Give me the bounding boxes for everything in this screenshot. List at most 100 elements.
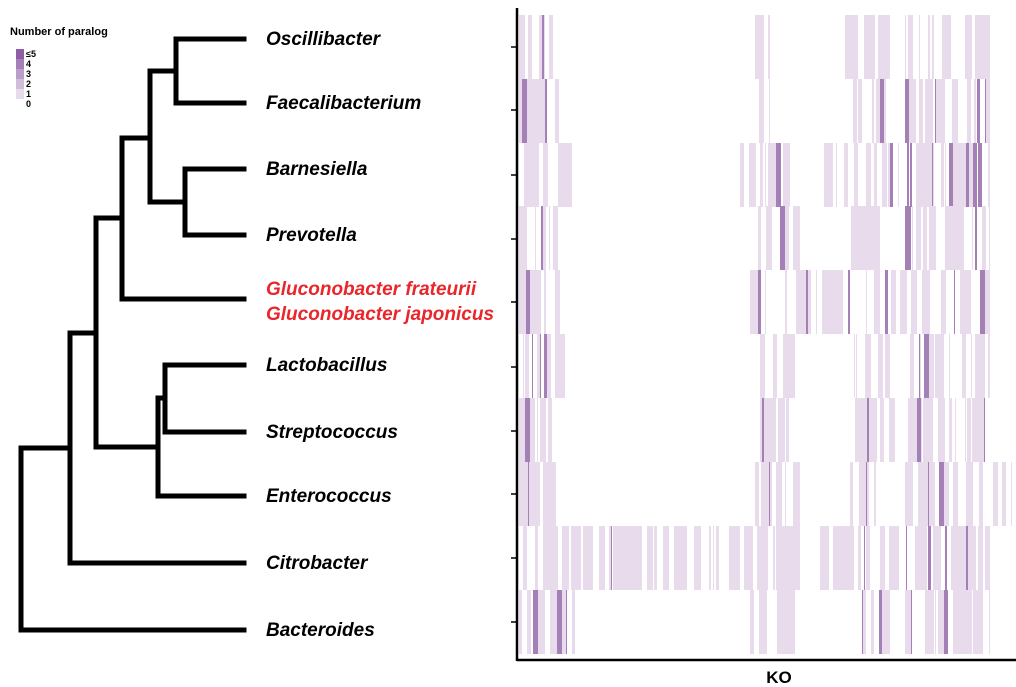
heatmap-cell: [988, 334, 989, 398]
heatmap-cell: [979, 398, 984, 462]
heatmap-cell: [928, 143, 932, 207]
heatmap-cell: [876, 79, 880, 143]
heatmap-cell: [755, 15, 760, 79]
heatmap-cell: [905, 15, 906, 79]
heatmap-cell: [965, 15, 969, 79]
heatmap-cell: [665, 526, 669, 590]
heatmap-cell: [858, 79, 862, 143]
heatmap-cell: [854, 334, 855, 398]
heatmap-x-label: KO: [766, 668, 792, 687]
heatmap-cell: [753, 270, 758, 334]
heatmap-cell: [858, 206, 862, 270]
heatmap-cell: [792, 526, 796, 590]
heatmap-cell: [530, 270, 535, 334]
heatmap-cell: [760, 143, 763, 207]
heatmap-cell: [910, 206, 911, 270]
heatmap-cell: [523, 526, 527, 590]
heatmap-cell: [989, 206, 990, 270]
heatmap-cell: [905, 462, 909, 526]
heatmap-cell: [538, 590, 541, 654]
heatmap-cell: [929, 206, 933, 270]
heatmap-cell: [960, 143, 961, 207]
heatmap-cell: [760, 398, 762, 462]
taxon-label-bacteroides: Bacteroides: [266, 620, 375, 641]
heatmap-cell: [869, 143, 871, 207]
heatmap-cell: [916, 143, 918, 207]
heatmap-cell: [746, 526, 747, 590]
legend-label-4: 4: [26, 59, 31, 69]
heatmap-cell: [944, 462, 945, 526]
heatmap-cell: [878, 206, 880, 270]
heatmap-cell: [519, 270, 523, 334]
heatmap-cell: [791, 590, 793, 654]
heatmap-cell: [828, 270, 830, 334]
heatmap-cell: [961, 143, 966, 207]
heatmap-cell: [956, 143, 957, 207]
heatmap-cell: [953, 79, 958, 143]
heatmap-cell: [871, 590, 874, 654]
heatmap-cell: [856, 334, 857, 398]
heatmap-cell: [543, 526, 548, 590]
heatmap-cell: [545, 79, 547, 143]
heatmap-cell: [699, 526, 701, 590]
heatmap-cell: [989, 334, 990, 398]
heatmap-cell: [578, 526, 581, 590]
heatmap-cell: [919, 79, 923, 143]
heatmap-cells: [519, 15, 1012, 654]
heatmap-cell: [609, 526, 611, 590]
heatmap-cell: [543, 15, 544, 79]
heatmap-cell: [828, 526, 829, 590]
heatmap-cell: [782, 590, 784, 654]
heatmap-cell: [537, 462, 540, 526]
heatmap-cell: [531, 398, 535, 462]
heatmap-cell: [524, 398, 525, 462]
heatmap-cell: [942, 15, 945, 79]
heatmap-cell: [905, 206, 910, 270]
heatmap-cell: [866, 15, 871, 79]
heatmap-cell: [949, 143, 953, 207]
heatmap-cell: [929, 462, 934, 526]
heatmap-cell: [750, 590, 754, 654]
heatmap-cell: [543, 462, 548, 526]
heatmap-cell: [716, 526, 717, 590]
heatmap-cell: [524, 143, 526, 207]
legend-swatch-4: [16, 59, 24, 69]
heatmap-cell: [548, 398, 549, 462]
heatmap-cell: [920, 334, 921, 398]
heatmap-cell: [765, 143, 766, 207]
heatmap-cell: [539, 15, 542, 79]
heatmap-cell: [850, 15, 853, 79]
heatmap-cell: [978, 143, 982, 207]
heatmap-cell: [562, 590, 563, 654]
heatmap-cell: [563, 143, 568, 207]
heatmap-cell: [519, 206, 521, 270]
heatmap-cell: [750, 270, 753, 334]
heatmap-cell: [979, 462, 983, 526]
heatmap-cell: [792, 334, 795, 398]
heatmap-cell: [945, 143, 946, 207]
heatmap-cell: [921, 398, 922, 462]
heatmap-cell: [975, 15, 980, 79]
heatmap-cell: [966, 462, 970, 526]
heatmap-cell: [553, 462, 556, 526]
heatmap-cell: [862, 398, 864, 462]
heatmap-cell: [663, 526, 665, 590]
heatmap-cell: [887, 590, 890, 654]
legend-swatch-3: [16, 69, 24, 79]
heatmap-cell: [537, 398, 538, 462]
heatmap-cell: [555, 334, 559, 398]
heatmap-cell: [878, 15, 880, 79]
heatmap-cell: [926, 526, 927, 590]
heatmap-cell: [785, 462, 786, 526]
heatmap-cell: [548, 526, 553, 590]
heatmap-cell: [846, 15, 850, 79]
heatmap-cell: [874, 270, 875, 334]
heatmap-cell: [929, 590, 933, 654]
heatmap-cell: [942, 270, 946, 334]
heatmap-cell: [776, 526, 780, 590]
heatmap-cell: [949, 398, 952, 462]
heatmap-cell: [844, 526, 849, 590]
heatmap-cell: [563, 590, 566, 654]
heatmap-cell: [928, 462, 929, 526]
heatmap-cell: [549, 15, 550, 79]
